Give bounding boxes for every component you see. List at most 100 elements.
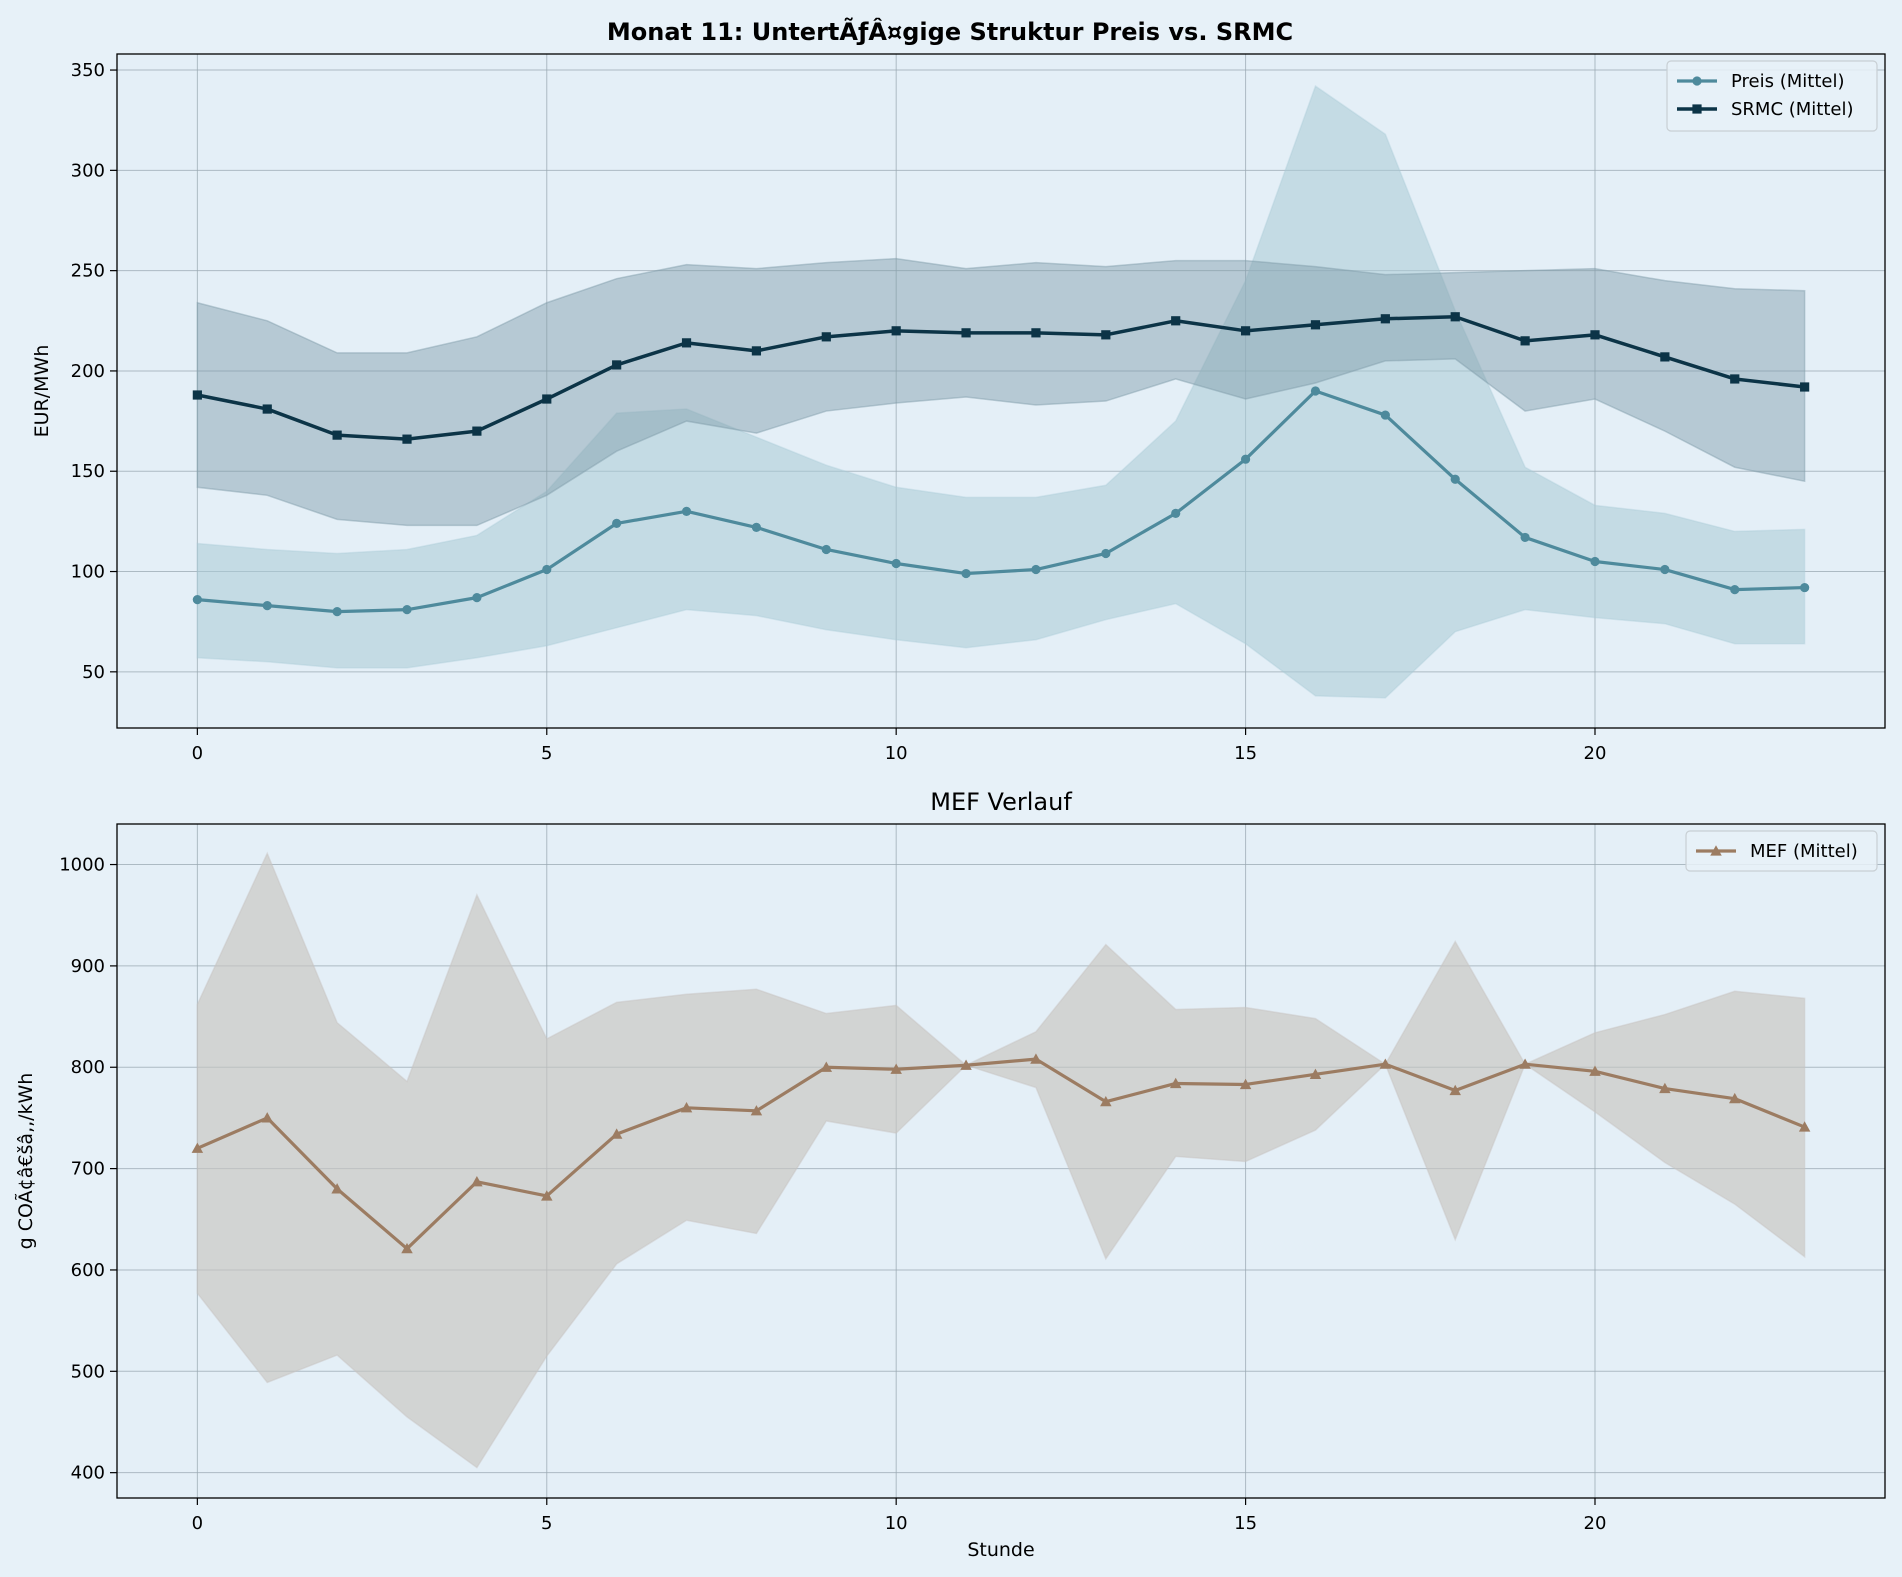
series-point xyxy=(332,430,342,440)
mef-y-axis-label: g COÃ¢â€šâ‚‚/kWh xyxy=(14,1073,37,1250)
series-point xyxy=(1169,1077,1182,1089)
legend-label: MEF (Mittel) xyxy=(1750,841,1858,862)
series-point xyxy=(1798,1121,1811,1132)
series-point xyxy=(1450,312,1460,322)
series-point xyxy=(1729,1092,1741,1104)
series-point xyxy=(1659,1082,1671,1094)
price-srmc-lines xyxy=(192,312,1810,617)
x-tick-label: 0 xyxy=(192,1513,203,1534)
legend-box xyxy=(1666,60,1878,132)
y-tick-label: 500 xyxy=(71,1361,105,1382)
x-tick-label: 10 xyxy=(885,1513,908,1534)
y-tick-label: 800 xyxy=(71,1057,105,1078)
y-tick-label: 900 xyxy=(71,956,105,977)
series-band xyxy=(196,84,1806,699)
x-tick-label: 0 xyxy=(192,743,203,764)
series-point xyxy=(1379,1058,1392,1069)
series-point xyxy=(472,593,482,603)
series-point xyxy=(1171,316,1181,326)
y-tick-label: 100 xyxy=(71,562,105,583)
y-tick-label: 1000 xyxy=(59,855,105,876)
series-point xyxy=(821,332,831,342)
series-point xyxy=(680,1102,693,1113)
price-srmc-panel: Monat 11: UntertÃƒÂ¤gige Struktur Preis … xyxy=(31,17,1886,764)
price-srmc-frame xyxy=(116,53,1886,729)
y-tick-label: 400 xyxy=(71,1463,105,1484)
x-tick-label: 15 xyxy=(1234,743,1257,764)
series-point xyxy=(1590,330,1600,340)
legend-label: Preis (Mittel) xyxy=(1731,71,1844,92)
series-line xyxy=(197,315,1805,441)
series-point xyxy=(1380,314,1390,324)
series-point xyxy=(1310,386,1321,396)
series-point xyxy=(332,607,342,617)
price-srmc-y-ticks: 50 100 150 200 250 300 350 xyxy=(71,60,117,683)
series-point xyxy=(681,338,692,348)
price-srmc-legend: Preis (Mittel) SRMC (Mittel) xyxy=(1666,60,1878,132)
series-point xyxy=(612,360,622,370)
x-tick-label: 20 xyxy=(1584,1513,1607,1534)
series-point xyxy=(401,1242,413,1254)
y-tick-label: 150 xyxy=(71,461,105,482)
y-tick-label: 600 xyxy=(71,1260,105,1281)
series-point xyxy=(192,595,202,605)
series-point xyxy=(821,544,831,555)
x-tick-label: 10 xyxy=(885,743,908,764)
series-point xyxy=(891,558,901,569)
series-point xyxy=(472,426,482,436)
series-point xyxy=(1380,410,1390,420)
series-point xyxy=(1730,584,1740,595)
legend-marker xyxy=(1710,845,1722,856)
series-point xyxy=(1660,352,1670,362)
series-point xyxy=(820,1061,833,1072)
series-point xyxy=(192,390,202,400)
series-point xyxy=(1449,1084,1461,1096)
series-band xyxy=(196,851,1806,1469)
mef-x-ticks: 0 5 10 15 20 xyxy=(192,1498,1607,1534)
series-point xyxy=(1031,328,1041,338)
series-point xyxy=(612,518,622,528)
mef-panel: MEF Verlauf 0 5 10 15 20 400 500 600 700 800 900 1… xyxy=(14,788,1886,1561)
series-point xyxy=(1171,508,1181,518)
series-point xyxy=(1800,582,1810,593)
series-point xyxy=(1450,474,1460,484)
series-line xyxy=(196,1057,1806,1251)
y-tick-label: 50 xyxy=(82,662,105,683)
mef-x-axis-label: Stunde xyxy=(967,1539,1034,1561)
series-point xyxy=(262,601,272,611)
price-srmc-bands xyxy=(196,84,1806,699)
series-point xyxy=(961,568,971,579)
series-point xyxy=(751,522,762,533)
x-tick-label: 15 xyxy=(1234,1513,1257,1534)
series-point xyxy=(542,564,552,575)
series-line xyxy=(197,389,1805,614)
x-tick-label: 20 xyxy=(1584,743,1607,764)
mef-bands xyxy=(196,851,1806,1469)
series-point xyxy=(681,506,692,516)
y-tick-label: 300 xyxy=(71,160,105,181)
series-point xyxy=(1101,330,1111,340)
series-point xyxy=(1309,1068,1322,1079)
series-point xyxy=(1590,556,1600,567)
series-point xyxy=(1240,326,1251,336)
series-point xyxy=(1240,454,1251,464)
x-tick-label: 5 xyxy=(541,1513,552,1534)
series-point xyxy=(1310,320,1321,330)
series-point xyxy=(262,404,272,414)
series-point xyxy=(402,605,412,615)
legend-label: SRMC (Mittel) xyxy=(1731,99,1854,120)
series-point xyxy=(750,1105,763,1116)
legend-marker xyxy=(1692,104,1702,114)
price-srmc-title: Monat 11: UntertÃƒÂ¤gige Struktur Preis … xyxy=(607,17,1293,46)
series-point xyxy=(1520,532,1530,543)
series-point xyxy=(1520,336,1530,346)
series-point xyxy=(1031,564,1041,575)
legend-box xyxy=(1685,830,1878,872)
series-point xyxy=(960,1059,972,1070)
series-point xyxy=(751,346,762,356)
series-point xyxy=(1589,1065,1601,1076)
mef-y-ticks: 400 500 600 700 800 900 1000 xyxy=(59,855,117,1484)
series-point xyxy=(261,1112,273,1123)
series-point xyxy=(541,1190,553,1201)
